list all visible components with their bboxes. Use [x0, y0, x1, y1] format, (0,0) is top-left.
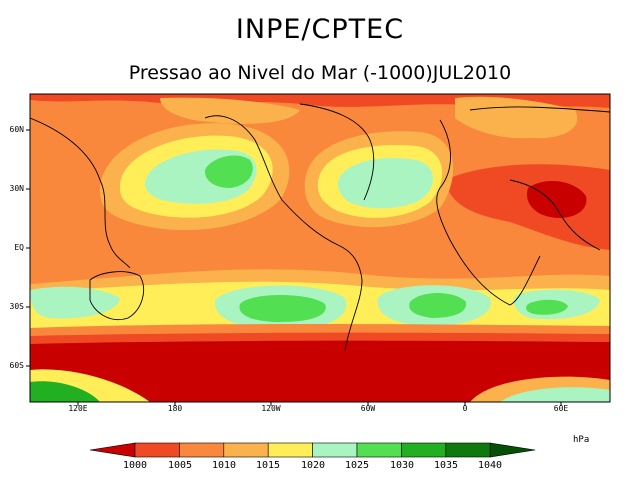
lon-label-0: 0: [462, 404, 468, 413]
legend-swatch: [89, 442, 136, 458]
region-1030-npac: [204, 155, 253, 188]
legend-unit: hPa: [573, 435, 590, 445]
legend-label-1040: 1040: [477, 460, 503, 471]
region-1025-natl: [337, 158, 433, 209]
legend-label-1005: 1005: [167, 460, 193, 471]
lon-label-120e: 120E: [68, 404, 88, 413]
legend-label-1025: 1025: [344, 460, 370, 471]
region-1030-sind-east: [526, 299, 568, 315]
legend-label-1000: 1000: [122, 460, 148, 471]
legend-swatch: [267, 442, 313, 458]
legend-swatch: [312, 442, 358, 458]
chart-subtitle: Pressao ao Nivel do Mar (-1000)JUL2010: [128, 62, 512, 84]
region-1000-asia: [526, 181, 587, 218]
legend-label-1020: 1020: [300, 460, 326, 471]
legend-swatch: [489, 442, 536, 458]
region-1010-eq: [30, 200, 610, 273]
legend-swatch: [445, 442, 491, 458]
legend-label-1030: 1030: [389, 460, 415, 471]
region-1015-north-atl: [455, 96, 578, 139]
chart-title: INPE/CPTEC: [235, 14, 405, 45]
coastlines: [30, 103, 610, 351]
region-1030-spac: [239, 295, 326, 322]
legend-swatch: [134, 442, 180, 458]
region-antarctic-high-west-core: [30, 381, 100, 402]
color-legend: [89, 442, 536, 458]
legend-swatch: [223, 442, 269, 458]
legend-label-1035: 1035: [433, 460, 459, 471]
legend-swatch: [356, 442, 402, 458]
legend-label-1015: 1015: [255, 460, 281, 471]
region-1000-south: [30, 340, 610, 402]
lat-label-60n: 60N: [9, 125, 24, 134]
lat-label-30n: 30N: [9, 184, 24, 193]
legend-swatch: [401, 442, 447, 458]
region-1015-siberia: [160, 97, 300, 124]
legend-swatch: [179, 442, 225, 458]
lon-label-60e: 60E: [553, 404, 569, 413]
legend-label-1010: 1010: [211, 460, 237, 471]
lon-label-120w: 120W: [261, 404, 281, 413]
lat-label-60s: 60S: [9, 361, 24, 370]
region-antarctic-high-east-core: [500, 387, 610, 402]
lon-label-180: 180: [167, 404, 183, 413]
lat-label-30s: 30S: [9, 302, 24, 311]
map-ticks: [26, 129, 562, 406]
region-1030-satl: [409, 293, 467, 318]
lon-label-60w: 60W: [360, 404, 376, 413]
region-1025-sind: [30, 286, 120, 319]
lat-label-eq: EQ: [14, 243, 24, 252]
